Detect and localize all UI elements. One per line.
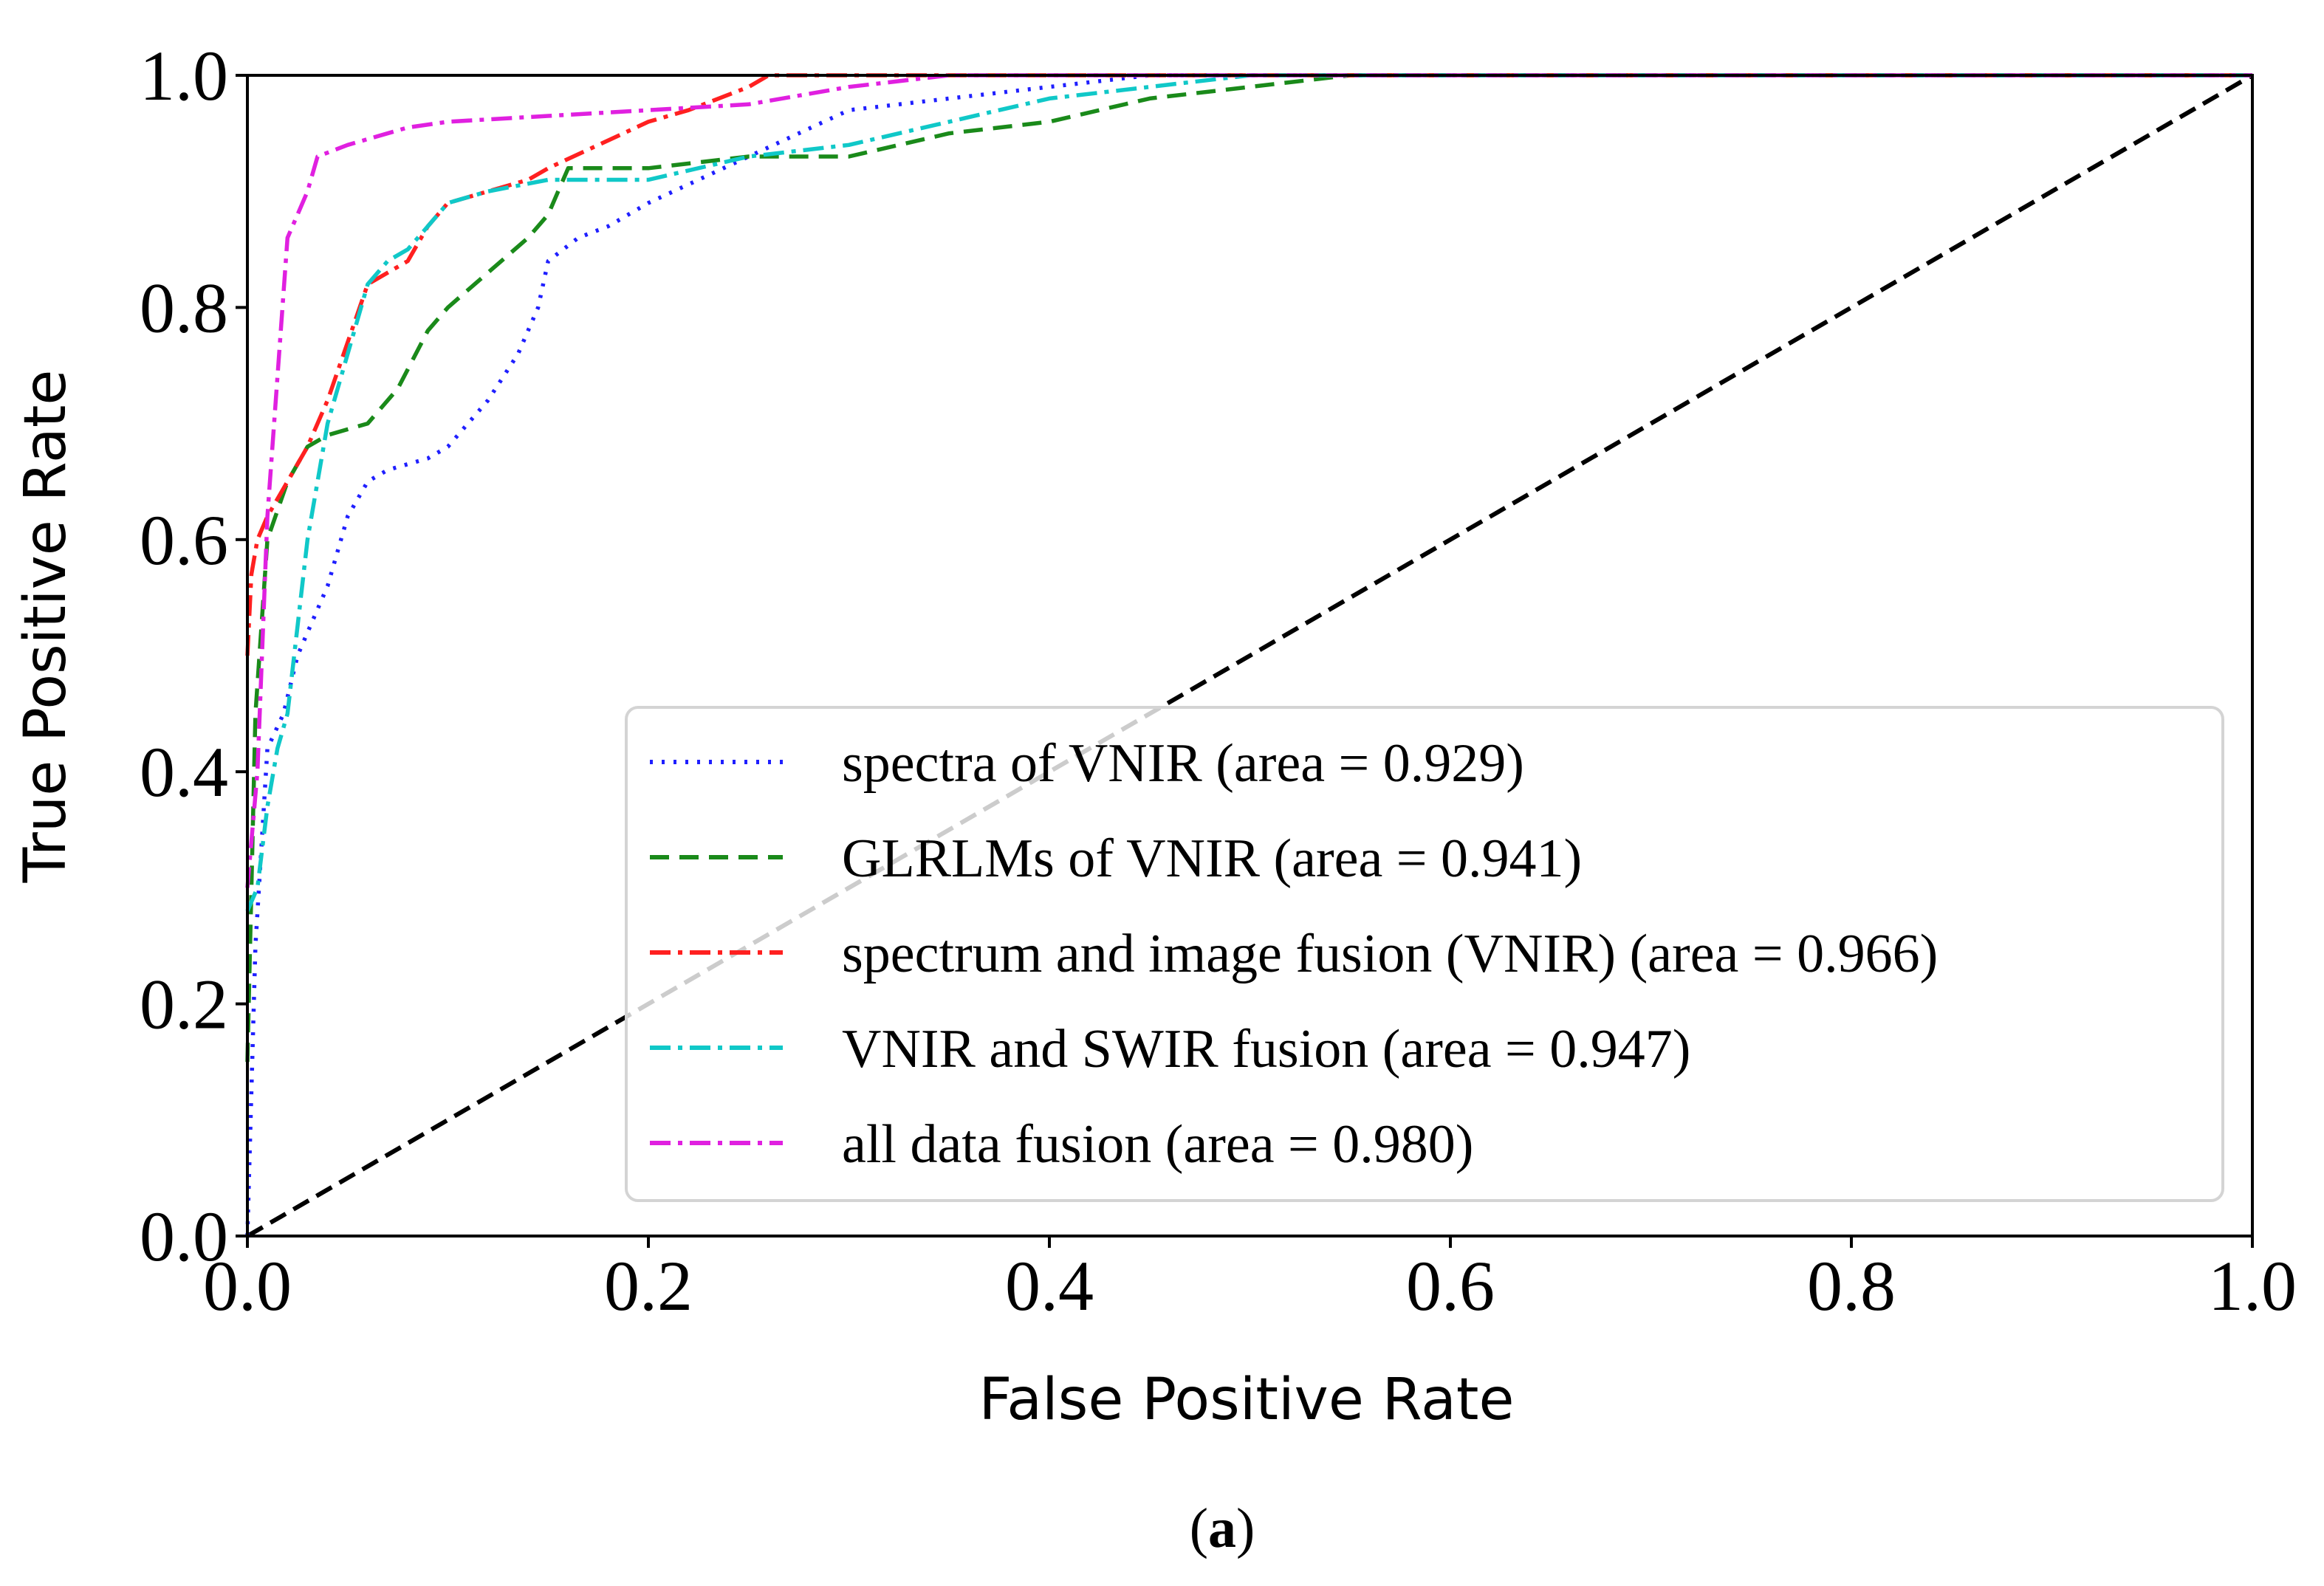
legend: spectra of VNIR (area = 0.929) GLRLMs of … <box>625 706 2224 1202</box>
y-tick-label: 0.6 <box>140 501 228 580</box>
x-axis-title: False Positive Rate <box>979 1367 1515 1433</box>
caption-letter: a <box>1208 1497 1236 1559</box>
series-line-glrlms-of-vnir <box>245 73 2252 1063</box>
legend-label-spectrum-and-image-fusion: spectrum and image fusion (VNIR) (area =… <box>842 924 1938 984</box>
plot-lines <box>245 73 2254 1238</box>
figure-caption: (a) <box>1190 1497 1255 1559</box>
legend-label-spectra-of-vnir: spectra of VNIR (area = 0.929) <box>842 733 1524 794</box>
legend-label-glrlms-of-vnir: GLRLMs of VNIR (area = 0.941) <box>842 828 1582 889</box>
x-tick-label: 0.6 <box>1406 1246 1495 1325</box>
legend-label-all-data-fusion: all data fusion (area = 0.980) <box>842 1114 1473 1175</box>
x-tick-label: 0.4 <box>1005 1246 1094 1325</box>
y-axis-ticks: 0.0 0.2 0.4 0.6 0.8 1.0 <box>140 36 247 1276</box>
y-tick-label: 0.0 <box>140 1197 228 1276</box>
y-tick-label: 1.0 <box>140 36 228 115</box>
x-tick-label: 1.0 <box>2208 1246 2297 1325</box>
legend-box <box>625 706 2224 1202</box>
y-axis-title: True Positive Rate <box>13 370 79 884</box>
legend-entries: spectra of VNIR (area = 0.929) GLRLMs of … <box>650 733 1938 1175</box>
y-tick-label: 0.2 <box>140 965 228 1044</box>
x-tick-label: 0.8 <box>1807 1246 1896 1325</box>
legend-label-vnir-and-swir-fusion: VNIR and SWIR fusion (area = 0.947) <box>842 1019 1690 1079</box>
y-tick-label: 0.8 <box>140 268 228 347</box>
plot-frame <box>246 74 2254 1237</box>
x-tick-label: 0.0 <box>203 1246 292 1325</box>
x-axis-ticks: 0.0 0.2 0.4 0.6 0.8 1.0 <box>203 1236 2297 1325</box>
x-tick-label: 0.2 <box>604 1246 693 1325</box>
y-tick-label: 0.4 <box>140 732 228 811</box>
series-line-vnir-and-swir-fusion <box>245 73 2252 912</box>
diagonal-reference-line <box>246 73 2254 1238</box>
series-line-spectra-of-vnir <box>245 73 2252 1237</box>
